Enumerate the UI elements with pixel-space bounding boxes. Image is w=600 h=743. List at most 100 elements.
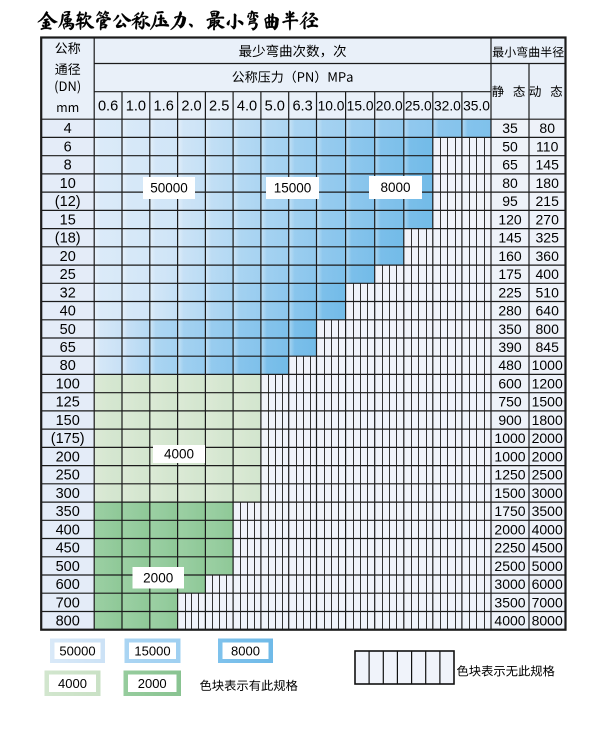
- svg-text:2.5: 2.5: [209, 99, 229, 115]
- svg-text:1200: 1200: [532, 376, 563, 392]
- svg-text:65: 65: [60, 340, 76, 356]
- svg-text:1000: 1000: [494, 448, 525, 464]
- svg-text:180: 180: [536, 175, 560, 191]
- svg-text:1.6: 1.6: [154, 99, 174, 115]
- svg-text:2500: 2500: [532, 467, 563, 483]
- svg-text:4000: 4000: [58, 676, 87, 691]
- svg-text:510: 510: [536, 284, 560, 300]
- svg-text:700: 700: [56, 595, 80, 611]
- svg-text:3500: 3500: [532, 503, 563, 519]
- svg-text:(18): (18): [55, 231, 81, 247]
- svg-text:2000: 2000: [138, 676, 167, 691]
- svg-text:50000: 50000: [150, 181, 188, 196]
- svg-text:125: 125: [56, 395, 80, 411]
- svg-text:1500: 1500: [532, 394, 563, 410]
- svg-text:5000: 5000: [532, 558, 563, 574]
- svg-text:10: 10: [60, 176, 76, 192]
- svg-text:2.0: 2.0: [181, 99, 201, 115]
- svg-text:500: 500: [56, 559, 80, 575]
- svg-text:1000: 1000: [494, 430, 525, 446]
- svg-text:4000: 4000: [532, 521, 563, 537]
- svg-text:80: 80: [60, 358, 76, 374]
- svg-text:175: 175: [498, 266, 522, 282]
- svg-text:2000: 2000: [143, 571, 173, 586]
- svg-text:145: 145: [536, 157, 560, 173]
- svg-text:25.0: 25.0: [405, 99, 432, 114]
- svg-text:1.0: 1.0: [126, 99, 146, 115]
- svg-text:8: 8: [64, 158, 72, 174]
- svg-text:1250: 1250: [494, 467, 525, 483]
- svg-text:120: 120: [498, 211, 522, 227]
- svg-text:800: 800: [536, 321, 560, 337]
- svg-text:600: 600: [498, 376, 522, 392]
- svg-text:750: 750: [498, 394, 522, 410]
- svg-text:50000: 50000: [59, 643, 95, 658]
- svg-text:8000: 8000: [380, 180, 410, 195]
- svg-text:845: 845: [536, 339, 560, 355]
- svg-text:8000: 8000: [532, 613, 563, 629]
- svg-text:2250: 2250: [494, 540, 525, 556]
- svg-text:2000: 2000: [532, 430, 563, 446]
- svg-text:250: 250: [56, 468, 80, 484]
- svg-text:35.0: 35.0: [463, 99, 490, 114]
- svg-text:145: 145: [498, 230, 522, 246]
- svg-text:2000: 2000: [532, 448, 563, 464]
- svg-text:160: 160: [498, 248, 522, 264]
- svg-text:4000: 4000: [164, 447, 194, 462]
- svg-text:110: 110: [536, 138, 559, 154]
- svg-text:4.0: 4.0: [237, 99, 257, 115]
- svg-text:3500: 3500: [494, 594, 525, 610]
- svg-text:3000: 3000: [532, 485, 563, 501]
- svg-text:4000: 4000: [494, 613, 525, 629]
- svg-text:10.0: 10.0: [318, 99, 345, 114]
- svg-text:32.0: 32.0: [434, 99, 461, 114]
- svg-text:215: 215: [536, 193, 560, 209]
- svg-text:300: 300: [56, 486, 80, 502]
- svg-text:200: 200: [56, 449, 80, 465]
- svg-text:800: 800: [56, 614, 80, 630]
- svg-text:400: 400: [536, 266, 560, 282]
- svg-text:15000: 15000: [274, 181, 312, 196]
- svg-text:270: 270: [536, 211, 560, 227]
- svg-text:50: 50: [60, 322, 76, 338]
- svg-text:450: 450: [56, 541, 80, 557]
- svg-text:350: 350: [56, 504, 80, 520]
- svg-text:80: 80: [502, 175, 518, 191]
- svg-text:95: 95: [502, 193, 518, 209]
- svg-text:32: 32: [60, 285, 76, 301]
- svg-text:0.6: 0.6: [98, 99, 118, 115]
- svg-text:8000: 8000: [231, 643, 260, 658]
- svg-text:1800: 1800: [532, 412, 563, 428]
- svg-text:2500: 2500: [494, 558, 525, 574]
- svg-text:900: 900: [498, 412, 522, 428]
- svg-text:225: 225: [498, 284, 522, 300]
- svg-text:(12): (12): [55, 194, 81, 210]
- svg-text:2000: 2000: [494, 521, 525, 537]
- svg-text:4500: 4500: [532, 540, 563, 556]
- svg-text:150: 150: [56, 413, 80, 429]
- svg-text:40: 40: [60, 304, 76, 320]
- svg-text:1750: 1750: [494, 503, 525, 519]
- svg-text:1500: 1500: [494, 485, 525, 501]
- svg-text:20.0: 20.0: [376, 99, 403, 114]
- svg-text:20: 20: [60, 249, 76, 265]
- svg-text:15000: 15000: [134, 643, 170, 658]
- svg-text:15: 15: [60, 212, 76, 228]
- svg-text:6000: 6000: [532, 576, 563, 592]
- svg-text:280: 280: [498, 303, 522, 319]
- svg-text:6: 6: [64, 139, 72, 155]
- svg-text:390: 390: [498, 339, 522, 355]
- svg-text:7000: 7000: [532, 594, 563, 610]
- svg-text:400: 400: [56, 522, 80, 538]
- svg-text:65: 65: [502, 157, 518, 173]
- svg-text:(175): (175): [51, 431, 85, 447]
- svg-text:640: 640: [536, 303, 560, 319]
- svg-text:3000: 3000: [494, 576, 525, 592]
- svg-text:50: 50: [502, 138, 518, 154]
- svg-text:25: 25: [60, 267, 76, 283]
- svg-text:5.0: 5.0: [265, 99, 285, 115]
- svg-text:325: 325: [536, 230, 560, 246]
- svg-text:350: 350: [498, 321, 522, 337]
- svg-text:6.3: 6.3: [292, 99, 312, 115]
- svg-text:1000: 1000: [532, 357, 563, 373]
